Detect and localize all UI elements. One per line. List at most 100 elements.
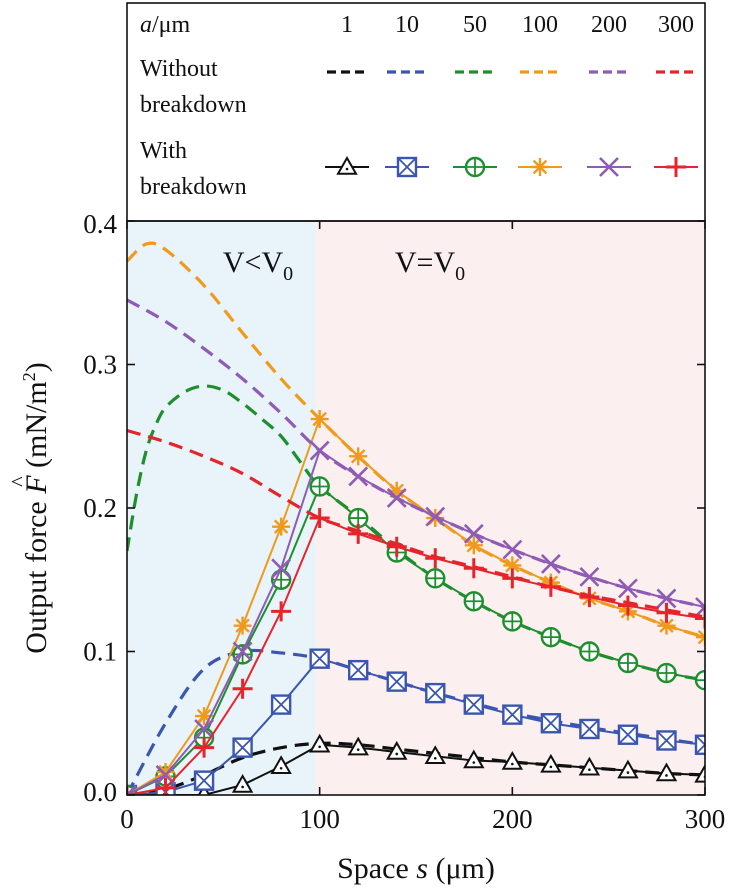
legend-header-label: a/μm bbox=[140, 12, 191, 38]
series-300-point bbox=[348, 523, 369, 544]
legend-entry-marker bbox=[599, 157, 619, 177]
y-axis-title-suffix: (mN/m bbox=[20, 381, 53, 475]
series-200-point bbox=[386, 488, 407, 508]
marker-asterisk bbox=[657, 616, 676, 635]
series-200-point bbox=[309, 440, 330, 461]
series-200-point bbox=[127, 785, 137, 795]
marker-triangle bbox=[540, 753, 562, 773]
marker-plus bbox=[232, 678, 253, 699]
series-100-point bbox=[503, 556, 522, 575]
marker-x bbox=[232, 641, 253, 662]
marker-asterisk bbox=[349, 447, 368, 466]
axes: 0 100 200 300 0.0 0.1 0.2 0.3 0.4 bbox=[83, 209, 725, 834]
x-axis-title-prefix: Space bbox=[337, 852, 416, 885]
series-layer bbox=[127, 241, 705, 799]
marker-x bbox=[271, 558, 292, 579]
marker-dot bbox=[626, 771, 630, 774]
marker-triangle bbox=[578, 756, 601, 776]
marker-triangle bbox=[655, 762, 678, 782]
series-1-point bbox=[501, 750, 524, 770]
legend-without-label: Without breakdown bbox=[140, 56, 247, 118]
marker-triangle bbox=[501, 750, 524, 770]
series-100-point bbox=[387, 481, 406, 500]
series-100-point bbox=[657, 616, 676, 635]
marker-dot bbox=[588, 768, 591, 772]
series-1-point bbox=[655, 762, 678, 782]
marker-x bbox=[309, 440, 330, 461]
series-300-point bbox=[425, 548, 446, 569]
marker-plus bbox=[194, 737, 215, 758]
legend-header-var: a bbox=[140, 12, 152, 38]
series-50-with-breakdown-line bbox=[127, 484, 705, 795]
marker-asterisk bbox=[195, 707, 214, 726]
series-100-point bbox=[195, 707, 214, 726]
y-tick-label: 0.2 bbox=[83, 493, 117, 523]
marker-box-cross bbox=[310, 649, 330, 669]
marker-plus bbox=[579, 586, 600, 607]
region-label-1: V=V0 bbox=[395, 246, 465, 285]
region-label-main: V<V bbox=[223, 246, 284, 279]
marker-dot bbox=[472, 761, 476, 764]
marker-x bbox=[386, 488, 407, 508]
marker-dot bbox=[433, 756, 437, 760]
marker-dot bbox=[345, 167, 349, 171]
legend-with-line-2: breakdown bbox=[140, 174, 247, 200]
marker-triangle bbox=[694, 763, 705, 783]
series-300 bbox=[127, 428, 705, 795]
y-tick-label: 0.3 bbox=[83, 350, 117, 380]
marker-dot bbox=[203, 796, 206, 799]
marker-asterisk bbox=[310, 410, 329, 429]
series-300-point bbox=[656, 602, 677, 623]
series-50-point bbox=[540, 626, 562, 648]
series-50-point bbox=[579, 641, 600, 662]
series-300-point bbox=[695, 608, 705, 629]
series-200-point bbox=[502, 539, 523, 560]
y-tick-label: 0.1 bbox=[83, 637, 117, 667]
marker-x bbox=[695, 597, 705, 617]
series-10-point bbox=[348, 659, 369, 681]
marker-box-cross bbox=[656, 730, 677, 751]
y-axis-title: Output force F (mN/m2) bbox=[19, 362, 53, 653]
y-axis-title-var: F bbox=[20, 475, 53, 495]
series-100-point bbox=[349, 447, 368, 466]
series-10-point bbox=[193, 770, 215, 791]
x-tick-label: 100 bbox=[299, 804, 340, 834]
series-1-point bbox=[463, 749, 485, 769]
marker-plus bbox=[502, 568, 523, 589]
marker-dot bbox=[318, 745, 321, 749]
series-200-point bbox=[656, 588, 677, 609]
series-1-point bbox=[308, 733, 331, 753]
marker-circle-plus bbox=[464, 592, 483, 611]
legend-entry-label: 1 bbox=[341, 12, 353, 38]
x-axis-title: Space s (μm) bbox=[337, 852, 495, 885]
series-50-point bbox=[425, 568, 446, 589]
series-100-point bbox=[156, 763, 175, 782]
legend-entry-label: 100 bbox=[522, 12, 558, 38]
marker-x bbox=[599, 157, 619, 177]
series-1-point bbox=[386, 740, 408, 760]
series-200-point bbox=[232, 641, 253, 662]
legend-entry-marker bbox=[336, 155, 358, 175]
marker-box-cross bbox=[194, 771, 214, 791]
x-axis-title-var: s bbox=[416, 852, 428, 885]
series-200-point bbox=[540, 554, 561, 574]
marker-asterisk bbox=[233, 616, 252, 635]
series-50-point bbox=[309, 476, 330, 497]
x-tick-label: 300 bbox=[685, 804, 726, 834]
marker-triangle bbox=[617, 759, 639, 779]
series-300-point bbox=[309, 508, 330, 529]
series-50-point bbox=[656, 662, 677, 684]
marker-circle-plus bbox=[580, 642, 599, 661]
series-100-point bbox=[233, 616, 252, 635]
x-tick-label: 200 bbox=[492, 804, 533, 834]
series-10-point bbox=[656, 730, 677, 751]
region-label-0: V<V0 bbox=[223, 246, 293, 285]
series-300-point bbox=[386, 536, 407, 557]
marker-box-cross bbox=[618, 725, 638, 745]
series-100-point bbox=[464, 536, 483, 555]
marker-x bbox=[463, 523, 484, 544]
legend-entry-marker bbox=[666, 157, 686, 177]
series-300-point bbox=[194, 737, 215, 758]
